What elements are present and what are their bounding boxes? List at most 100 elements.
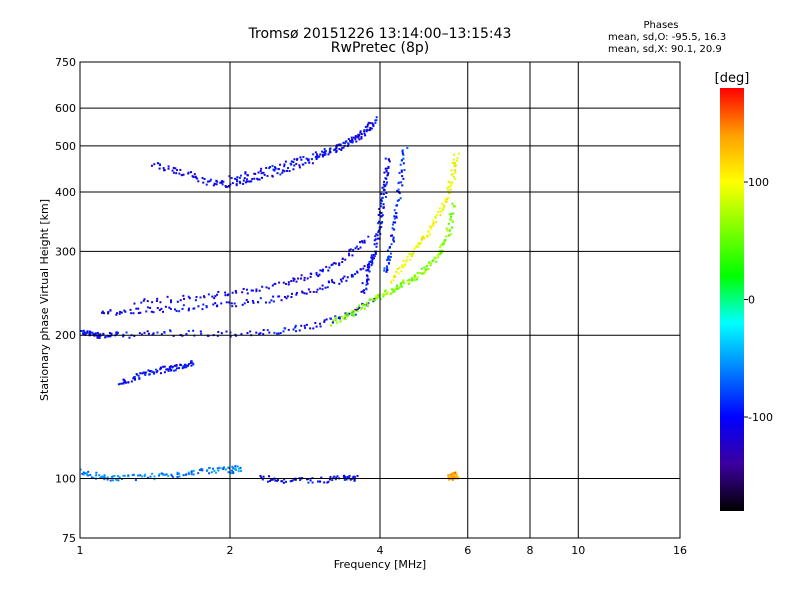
echo-point: [348, 254, 351, 257]
echo-point: [448, 181, 451, 184]
echo-point: [375, 245, 378, 248]
y-tick-label: 75: [62, 532, 76, 545]
echo-point: [334, 319, 337, 322]
echo-point: [384, 157, 387, 160]
echo-point: [231, 182, 234, 185]
echo-point: [147, 476, 150, 479]
echo-point: [266, 174, 269, 177]
echo-point: [252, 301, 255, 304]
echo-point: [354, 136, 357, 139]
echo-point: [324, 286, 327, 289]
echo-point: [380, 199, 383, 202]
echo-point: [377, 213, 380, 216]
echo-point: [175, 309, 178, 312]
echo-point: [92, 333, 95, 336]
echo-point: [96, 336, 99, 339]
echo-point: [347, 138, 350, 141]
echo-point: [178, 172, 181, 175]
echo-point: [330, 324, 333, 327]
echo-point: [377, 220, 380, 223]
echo-point: [366, 265, 369, 268]
echo-point: [361, 282, 364, 285]
echo-point: [295, 293, 298, 296]
echo-point: [388, 160, 391, 163]
echo-point: [392, 221, 395, 224]
echo-point: [405, 260, 408, 263]
echo-point: [119, 382, 122, 385]
echo-point: [187, 330, 190, 333]
echo-point: [400, 285, 403, 288]
echo-point: [331, 281, 334, 284]
echo-point: [342, 146, 345, 149]
echo-point: [216, 467, 219, 470]
echo-point: [354, 308, 357, 311]
echo-point: [420, 272, 423, 275]
echo-point: [385, 270, 388, 273]
echo-point: [107, 335, 110, 338]
echo-point: [378, 207, 381, 210]
echo-point: [435, 214, 438, 217]
echo-point: [153, 478, 156, 481]
echo-point: [187, 363, 190, 366]
echo-point: [188, 297, 191, 300]
echo-point: [409, 258, 412, 261]
y-tick-label: 400: [55, 186, 76, 199]
echo-point: [192, 469, 195, 472]
echo-point: [169, 367, 172, 370]
echo-point: [382, 188, 385, 191]
echo-point: [187, 295, 190, 298]
colorbar-tick-label: 100: [748, 176, 769, 189]
echo-point: [199, 296, 202, 299]
echo-point: [366, 123, 369, 126]
echo-point: [114, 478, 117, 481]
echo-point: [232, 472, 235, 475]
echo-point: [451, 181, 454, 184]
echo-point: [377, 295, 380, 298]
echo-point: [319, 287, 322, 290]
echo-point: [329, 475, 332, 478]
echo-point: [91, 331, 94, 334]
echo-point: [343, 475, 346, 478]
echo-point: [283, 478, 286, 481]
echo-point: [316, 155, 319, 158]
echo-point: [212, 303, 215, 306]
echo-point: [229, 335, 232, 338]
echo-point: [192, 473, 195, 476]
echo-point: [405, 259, 408, 262]
echo-point: [341, 261, 344, 264]
echo-point: [429, 264, 432, 267]
echo-point: [393, 215, 396, 218]
echo-point: [358, 138, 361, 141]
echo-point: [259, 474, 262, 477]
echo-point: [309, 479, 312, 482]
echo-point: [274, 479, 277, 482]
echo-point: [82, 333, 85, 336]
echo-point: [350, 136, 353, 139]
echo-point: [336, 475, 339, 478]
echo-point: [98, 474, 101, 477]
echo-point: [311, 162, 314, 165]
echo-point: [395, 216, 398, 219]
echo-point: [287, 328, 290, 331]
echo-point: [208, 472, 211, 475]
echo-point: [236, 180, 239, 183]
echo-point: [409, 252, 412, 255]
echo-point: [322, 268, 325, 271]
echo-point: [158, 167, 161, 170]
echo-point: [416, 272, 419, 275]
echo-point: [271, 284, 274, 287]
echo-point: [367, 264, 370, 267]
echo-point: [98, 336, 101, 339]
echo-point: [371, 256, 374, 259]
echo-point: [162, 365, 165, 368]
echo-point: [315, 271, 318, 274]
echo-point: [144, 373, 147, 376]
echo-point: [449, 233, 452, 236]
echo-point: [262, 329, 265, 332]
echo-point: [379, 298, 382, 301]
echo-point: [167, 475, 170, 478]
echo-point: [292, 161, 295, 164]
echo-point: [329, 317, 332, 320]
echo-point: [156, 331, 159, 334]
phase-stats-o-mode: mean, sd,O: -95.5, 16.3: [608, 32, 727, 43]
